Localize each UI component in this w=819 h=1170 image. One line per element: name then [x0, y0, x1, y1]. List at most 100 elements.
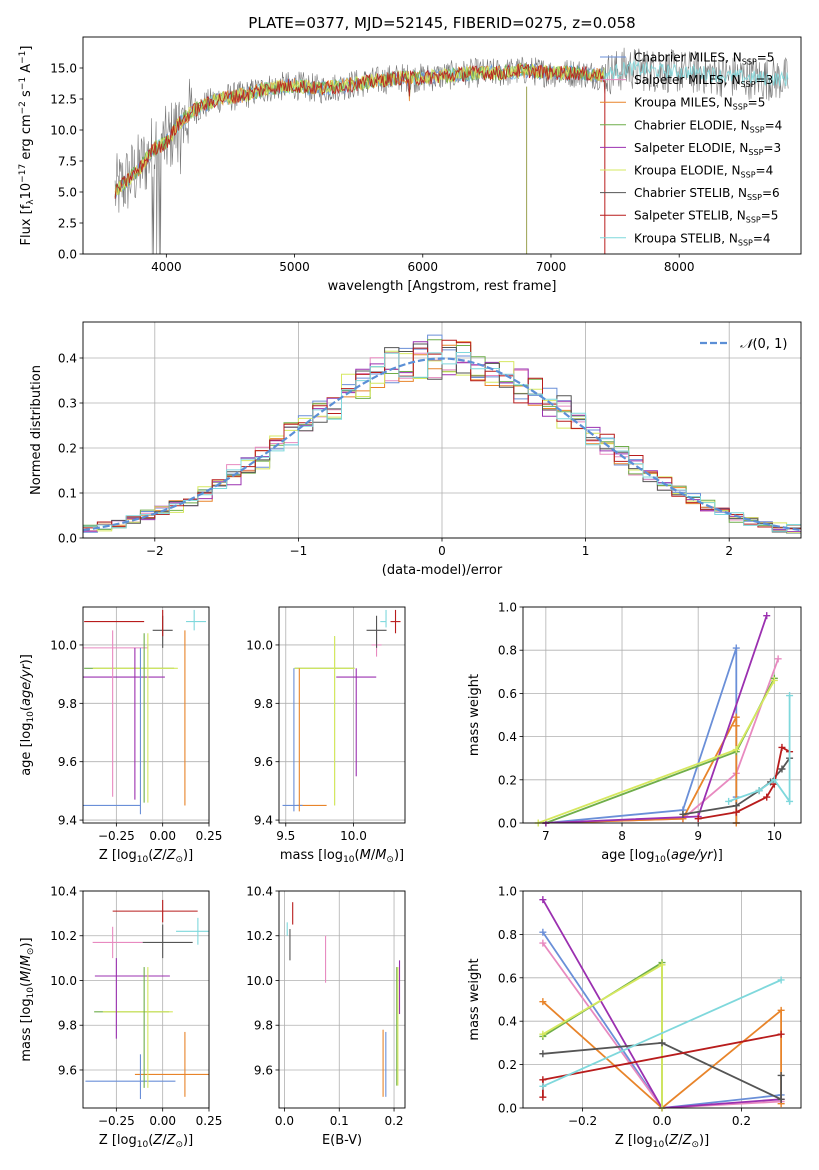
- axes-frame: [278, 606, 406, 824]
- y-tick-label: 0.6: [498, 971, 517, 985]
- y-tick-label: 10.0: [50, 638, 77, 652]
- x-tick-label: 0.2: [384, 1114, 403, 1128]
- y-tick-label: 0.8: [498, 644, 517, 658]
- y-tick-label: 0.0: [498, 817, 517, 831]
- x-axis-label: mass [log10(M/M⊙)]: [280, 848, 404, 865]
- x-tick-label: 9.5: [276, 829, 295, 843]
- point-marker-salpeter_stelib: [694, 815, 702, 823]
- axes-frame: [522, 606, 802, 824]
- y-tick-label: 0.2: [58, 442, 77, 456]
- y-tick-label: 0.4: [498, 730, 517, 744]
- y-tick-label: 2.5: [58, 217, 77, 231]
- panel-7: 0.0 0.1 0.2 9.6 9.8 10.0 10.2 10.4 E(B-V): [246, 885, 406, 1148]
- point-marker-salpeter_stelib: [778, 743, 786, 751]
- axes-frame: [278, 890, 406, 1109]
- y-tick-label: 0.4: [58, 352, 77, 366]
- x-tick-label: 0.25: [196, 1114, 223, 1128]
- y-tick-label: 9.6: [254, 1063, 273, 1077]
- y-tick-label: 9.8: [58, 1019, 77, 1033]
- histogram-salpeter_stelib: [83, 339, 801, 530]
- series-line-chabrier_miles: [542, 931, 782, 1108]
- y-tick-label: 0.1: [58, 487, 77, 501]
- y-tick-label: 15.0: [50, 62, 77, 76]
- point-marker-chabrier_stelib: [777, 1095, 785, 1103]
- y-tick-label: 1.0: [498, 601, 517, 615]
- point-marker-chabrier_stelib: [539, 1050, 547, 1058]
- y-tick-label: 10.0: [50, 974, 77, 988]
- point-marker-kroupa_miles: [732, 713, 740, 721]
- point-marker-kroupa_elodie: [539, 1030, 547, 1038]
- y-tick-label: 0.6: [498, 687, 517, 701]
- y-tick-label: 9.6: [254, 755, 273, 769]
- y-tick-label: 0.0: [498, 1102, 517, 1116]
- point-marker-salpeter_stelib: [732, 808, 740, 816]
- point-marker-kroupa_stelib: [755, 787, 763, 795]
- legend-label: Chabrier MILES, NSSP=5: [634, 51, 774, 67]
- y-tick-label: 10.0: [50, 124, 77, 138]
- point-marker-salpeter_stelib: [539, 1076, 547, 1084]
- y-axis-label: mass [log10(M/M⊙)]: [19, 937, 36, 1061]
- x-tick-label: −0.2: [568, 1114, 597, 1128]
- point-marker-chabrier_stelib: [778, 765, 786, 773]
- x-tick-label: 7: [542, 829, 550, 843]
- x-tick-label: −2: [146, 544, 164, 558]
- x-tick-label: 0.00: [149, 829, 176, 843]
- x-tick-label: −0.25: [98, 1114, 135, 1128]
- point-marker-kroupa_stelib: [770, 776, 778, 784]
- y-tick-label: 1.0: [498, 885, 517, 899]
- y-tick-label: 0.8: [498, 928, 517, 942]
- panel-3: −0.25 0.00 0.25 9.4 9.6 9.8 10.0 Z [log10(Z/Z⊙)…: [19, 606, 223, 865]
- point-marker-kroupa_elodie: [732, 746, 740, 754]
- y-axis-label: Flux [fλ10−17 erg cm−2 s−1 A−1]: [18, 46, 36, 246]
- y-tick-label: 10.0: [246, 974, 273, 988]
- series-line-kroupa_elodie: [542, 963, 663, 1108]
- x-axis-label: wavelength [Angstrom, rest frame]: [328, 279, 557, 294]
- point-marker-salpeter_stelib: [539, 1093, 547, 1101]
- panel-8: −0.2 0.0 0.2 0.0 0.2 0.4 0.6 0.8 1.0 Z [log10(Z/Z…: [467, 885, 802, 1150]
- point-marker-kroupa_miles: [539, 998, 547, 1006]
- legend-label: Chabrier STELIB, NSSP=6: [634, 186, 780, 202]
- y-tick-label: 10.2: [50, 929, 77, 943]
- point-marker-kroupa_elodie: [770, 676, 778, 684]
- y-tick-label: 0.4: [498, 1015, 517, 1029]
- point-marker-chabrier_stelib: [679, 810, 687, 818]
- y-tick-label: 9.6: [58, 755, 77, 769]
- series-line-salpeter_elodie: [542, 899, 782, 1108]
- x-tick-label: 0.00: [149, 1114, 176, 1128]
- point-marker-salpeter_stelib: [777, 1030, 785, 1038]
- y-tick-label: 9.4: [254, 814, 273, 828]
- series-line-kroupa_stelib: [542, 979, 782, 1088]
- y-axis-label: mass weight: [467, 674, 482, 756]
- y-tick-label: 9.8: [254, 1019, 273, 1033]
- y-tick-label: 10.4: [50, 885, 77, 899]
- x-tick-label: 8: [618, 829, 626, 843]
- x-tick-label: 0.0: [275, 1114, 294, 1128]
- spectrum-data-line: [114, 47, 789, 254]
- y-tick-label: 9.8: [254, 697, 273, 711]
- point-marker-salpeter_miles: [774, 655, 782, 663]
- y-tick-label: 0.2: [498, 1058, 517, 1072]
- point-marker-kroupa_stelib: [786, 692, 794, 700]
- gaussian-curve: [83, 357, 801, 532]
- y-tick-label: 0.2: [498, 773, 517, 787]
- panel-1: 4000 5000 6000 7000 8000 0.0 2.5 5.0 7.5 10.0 12.5…: [18, 14, 802, 294]
- x-axis-label: E(B-V): [322, 1133, 362, 1148]
- legend-label: Kroupa ELODIE, NSSP=4: [634, 164, 773, 180]
- x-tick-label: 0.1: [330, 1114, 349, 1128]
- series-line-salpeter_miles: [542, 942, 782, 1108]
- axes-frame: [82, 36, 802, 255]
- y-axis-label: Normed distribution: [29, 365, 44, 495]
- y-tick-label: 10.2: [246, 929, 273, 943]
- series-line-chabrier_stelib: [542, 1041, 782, 1101]
- x-tick-label: 0.25: [196, 829, 223, 843]
- x-tick-label: 0.0: [652, 1114, 671, 1128]
- legend-label: Salpeter MILES, NSSP=3: [634, 73, 773, 89]
- x-axis-label: age [log10(age/yr)]: [601, 848, 723, 865]
- model-line-salpeter_stelib: [114, 63, 605, 199]
- x-axis-label: Z [log10(Z/Z⊙)]: [99, 1133, 193, 1150]
- x-axis-label: Z [log10(Z/Z⊙)]: [99, 848, 193, 865]
- series-line-salpeter_elodie: [545, 615, 768, 823]
- y-tick-label: 10.0: [246, 638, 273, 652]
- x-tick-label: 10: [767, 829, 782, 843]
- legend-label: Chabrier ELODIE, NSSP=4: [634, 118, 782, 134]
